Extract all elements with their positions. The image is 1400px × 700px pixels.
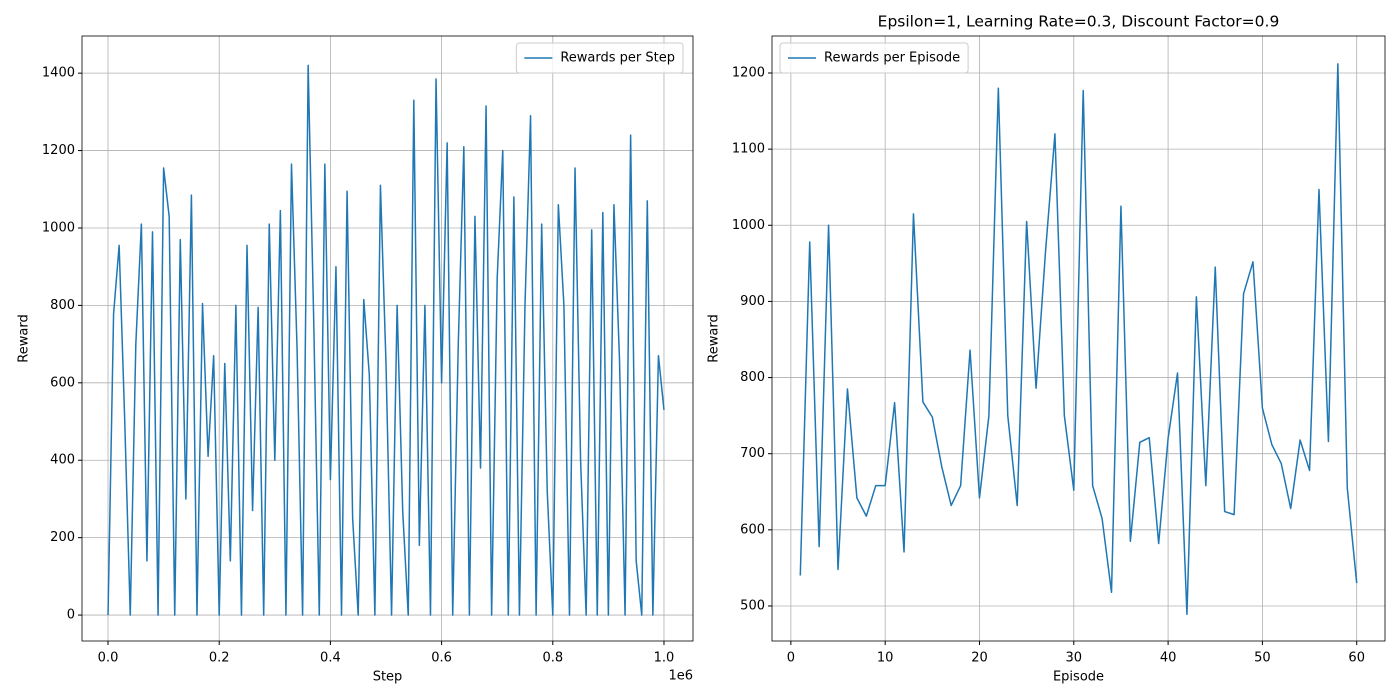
axes-frame <box>81 35 694 642</box>
x-tick-label: 1.0 <box>654 651 675 666</box>
x-tick-label: 0.0 <box>98 651 119 666</box>
x-tick-label: 50 <box>1254 651 1271 666</box>
y-tick-label: 0 <box>67 608 75 623</box>
x-tick-label: 10 <box>877 651 894 666</box>
y-tick-label: 800 <box>740 370 765 385</box>
y-tick-label: 700 <box>740 446 765 461</box>
data-line <box>799 63 1358 616</box>
y-axis-label: Reward <box>17 314 32 362</box>
y-tick-label: 1200 <box>732 66 765 81</box>
x-tick-label: 60 <box>1348 651 1365 666</box>
y-tick-label: 500 <box>740 598 765 613</box>
y-tick-label: 1000 <box>42 220 75 235</box>
x-tick-label: 30 <box>1066 651 1083 666</box>
y-tick-label: 800 <box>50 298 75 313</box>
legend: Rewards per Step <box>515 42 684 74</box>
x-tick-label: 0 <box>787 651 795 666</box>
y-tick-label: 1100 <box>732 142 765 157</box>
legend-box <box>515 42 684 74</box>
y-tick-label: 1400 <box>42 66 75 81</box>
axes: 0 10 20 30 40 50 60 500 600 700 800 900 1000 1100 1200… <box>707 13 1386 685</box>
x-tick-label: 0.4 <box>320 651 341 666</box>
data-line <box>107 64 665 616</box>
y-tick-label: 900 <box>740 294 765 309</box>
legend: Rewards per Episode <box>779 42 969 74</box>
x-tick-label: 0.8 <box>542 651 563 666</box>
axes-frame <box>771 35 1386 642</box>
plot-area <box>772 36 1385 641</box>
legend-box <box>779 42 969 74</box>
y-tick-label: 1200 <box>42 143 75 158</box>
x-offset-text: 1e6 <box>668 669 693 684</box>
x-tick-label: 20 <box>971 651 988 666</box>
legend-label: Rewards per Step <box>560 51 675 66</box>
x-tick-label: 0.2 <box>209 651 230 666</box>
legend-label: Rewards per Episode <box>824 51 960 66</box>
y-tick-label: 600 <box>740 522 765 537</box>
axes: 0.0 0.2 0.4 0.6 0.8 1.0 0 200 400 600 800 1000 1200 1… <box>17 35 694 685</box>
y-tick-label: 600 <box>50 375 75 390</box>
plot-area <box>82 36 693 641</box>
y-tick-label: 200 <box>50 530 75 545</box>
x-tick-label: 40 <box>1160 651 1177 666</box>
x-axis-label: Step <box>373 670 403 685</box>
y-axis-label: Reward <box>707 314 722 362</box>
y-tick-label: 1000 <box>732 218 765 233</box>
x-tick-label: 0.6 <box>431 651 452 666</box>
x-axis-label: Episode <box>1053 670 1104 685</box>
y-tick-label: 400 <box>50 453 75 468</box>
chart-title: Epsilon=1, Learning Rate=0.3, Discount F… <box>878 13 1280 31</box>
